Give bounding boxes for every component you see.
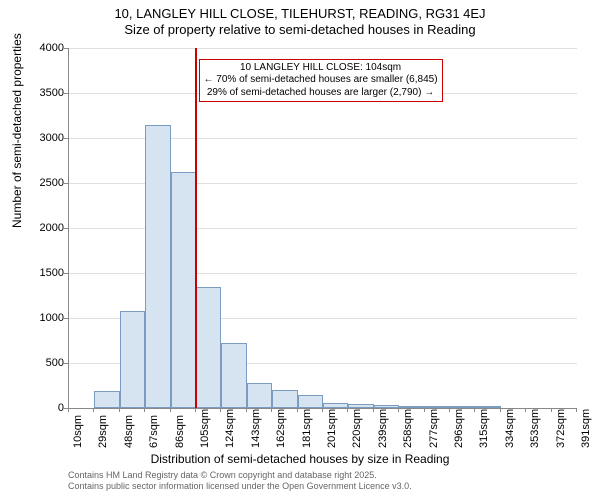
histogram-bar [348,404,373,409]
y-tick-mark [64,228,68,229]
x-tick-label: 239sqm [377,409,389,448]
histogram-bar [374,405,399,408]
x-tick-mark [322,408,323,412]
x-tick-label: 334sqm [504,409,516,448]
x-tick-mark [576,408,577,412]
y-tick-label: 2500 [24,177,64,189]
reference-line [195,48,197,408]
x-tick-label: 124sqm [224,409,236,448]
x-tick-label: 48sqm [123,415,135,448]
histogram-bar [247,383,272,408]
x-tick-mark [347,408,348,412]
y-tick-mark [64,183,68,184]
x-tick-label: 315sqm [478,409,490,448]
y-tick-mark [64,318,68,319]
x-tick-label: 181sqm [301,409,313,448]
footer-line-2: Contains public sector information licen… [68,481,412,492]
x-tick-mark [525,408,526,412]
x-tick-mark [170,408,171,412]
histogram-bar [475,406,500,408]
y-tick-mark [64,363,68,364]
y-tick-label: 1500 [24,267,64,279]
histogram-bar [298,395,323,408]
annotation-line: 10 LANGLEY HILL CLOSE: 104sqm [204,62,438,75]
x-tick-label: 220sqm [351,409,363,448]
x-tick-mark [398,408,399,412]
x-tick-label: 29sqm [97,415,109,448]
y-tick-mark [64,273,68,274]
x-tick-mark [220,408,221,412]
annotation-box: 10 LANGLEY HILL CLOSE: 104sqm← 70% of se… [199,59,443,103]
histogram-bar [94,391,119,408]
x-tick-label: 143sqm [250,409,262,448]
x-tick-mark [449,408,450,412]
histogram-bar [196,287,221,409]
y-tick-label: 0 [24,402,64,414]
x-tick-label: 10sqm [72,415,84,448]
x-tick-mark [119,408,120,412]
y-tick-mark [64,138,68,139]
x-tick-label: 86sqm [174,415,186,448]
x-tick-label: 105sqm [199,409,211,448]
x-tick-mark [246,408,247,412]
x-tick-label: 67sqm [148,415,160,448]
chart-title-main: 10, LANGLEY HILL CLOSE, TILEHURST, READI… [0,0,600,21]
x-tick-label: 277sqm [428,409,440,448]
x-tick-mark [424,408,425,412]
x-tick-label: 258sqm [402,409,414,448]
footer-line-1: Contains HM Land Registry data © Crown c… [68,470,412,481]
y-tick-mark [64,93,68,94]
histogram-bar [145,125,170,409]
x-tick-mark [551,408,552,412]
annotation-line: 29% of semi-detached houses are larger (… [204,87,438,100]
y-axis-label: Number of semi-detached properties [10,33,24,228]
annotation-line: ← 70% of semi-detached houses are smalle… [204,74,438,87]
y-tick-label: 4000 [24,42,64,54]
x-tick-label: 391sqm [580,409,592,448]
x-tick-mark [271,408,272,412]
chart-title-sub: Size of property relative to semi-detach… [0,21,600,37]
x-tick-mark [68,408,69,412]
histogram-bar [425,406,450,408]
histogram-bar [221,343,246,408]
x-axis-label: Distribution of semi-detached houses by … [0,452,600,466]
x-tick-mark [195,408,196,412]
x-tick-label: 353sqm [529,409,541,448]
x-tick-mark [474,408,475,412]
histogram-bar [171,172,196,408]
plot-area: 10 LANGLEY HILL CLOSE: 104sqm← 70% of se… [68,48,577,409]
y-tick-label: 3000 [24,132,64,144]
x-tick-mark [373,408,374,412]
x-tick-label: 296sqm [453,409,465,448]
y-tick-label: 2000 [24,222,64,234]
gridline [69,48,577,49]
histogram-bar [272,390,297,408]
y-tick-mark [64,48,68,49]
x-tick-label: 372sqm [555,409,567,448]
histogram-bar [120,311,145,408]
x-tick-label: 201sqm [326,409,338,448]
histogram-bar [323,403,348,408]
x-tick-mark [144,408,145,412]
histogram-bar [450,406,475,408]
y-tick-label: 1000 [24,312,64,324]
x-tick-mark [297,408,298,412]
y-tick-label: 3500 [24,87,64,99]
histogram-bar [399,406,424,408]
x-tick-mark [93,408,94,412]
x-tick-label: 162sqm [275,409,287,448]
y-tick-label: 500 [24,357,64,369]
chart-footer: Contains HM Land Registry data © Crown c… [68,470,412,492]
x-tick-mark [500,408,501,412]
